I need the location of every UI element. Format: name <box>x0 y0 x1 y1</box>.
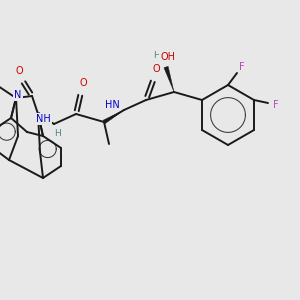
Text: NH: NH <box>36 114 51 124</box>
Polygon shape <box>164 66 174 92</box>
Text: N: N <box>14 90 22 100</box>
Polygon shape <box>37 112 54 124</box>
Text: O: O <box>79 78 87 88</box>
Text: H: H <box>54 130 60 139</box>
Text: OH: OH <box>160 52 175 62</box>
Polygon shape <box>103 110 124 124</box>
Text: O: O <box>15 66 23 76</box>
Text: F: F <box>273 100 279 110</box>
Text: HN: HN <box>105 100 120 110</box>
Text: H: H <box>153 50 159 59</box>
Text: F: F <box>239 62 245 72</box>
Text: O: O <box>152 64 160 74</box>
